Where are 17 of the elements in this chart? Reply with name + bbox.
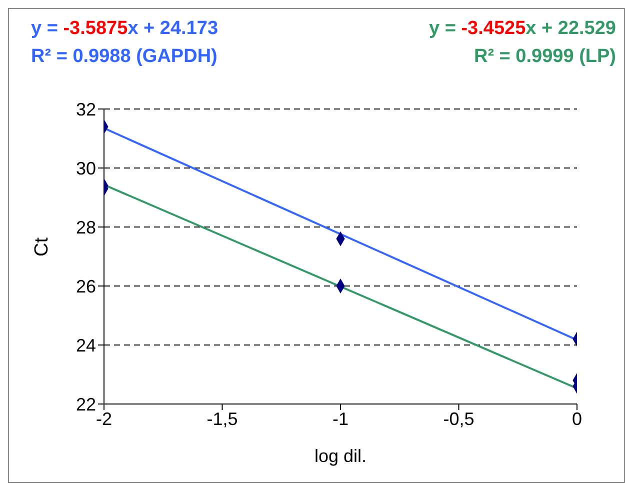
x-tick-label: 0 [572, 408, 582, 429]
y-tick-label: 26 [76, 276, 96, 296]
y-tick-label: 22 [76, 394, 96, 414]
y-tick-label: 30 [76, 158, 96, 178]
y-axis-title: Ct [32, 236, 53, 256]
text: y = -3.5875x + 24.173 [31, 18, 218, 39]
y-tick-label: 28 [76, 217, 96, 238]
y-tick-label: 24 [76, 335, 96, 356]
text: R² = 0.9999 (LP) [474, 46, 616, 67]
x-tick-label: -1 [332, 408, 349, 429]
y-tick-label: 32 [76, 99, 96, 120]
x-axis-title: log dil. [314, 446, 367, 466]
text: R² = 0.9988 (GAPDH) [31, 46, 218, 67]
x-tick-label: -2 [96, 408, 112, 429]
x-tick-label: -1,5 [206, 408, 238, 429]
text: y = -3.4525x + 22.529 [428, 18, 616, 39]
x-tick-label: -0,5 [443, 408, 474, 429]
